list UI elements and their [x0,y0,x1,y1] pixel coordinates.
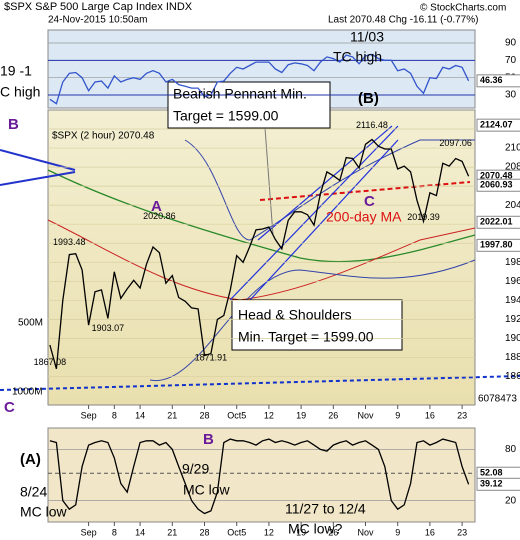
annotation: 6078473 [478,394,517,405]
x-tick-label: 8 [112,410,117,420]
trend-lines [0,81,520,391]
annotation: Min. Target = 1599.00 [238,329,374,345]
x-tick-label: 8 [112,527,117,537]
annotation: (B) [358,90,379,107]
x-tick-label: 9 [395,410,400,420]
x-tick-label: 14 [135,527,145,537]
x-tick-label: 16 [425,410,435,420]
y-tick-label: 1980 [505,257,520,268]
y-tick-label: 2100 [505,143,520,154]
value-tag-label: 2070.48 [480,171,513,181]
value-tag-label: 2124.07 [480,120,513,130]
annotation: 11/03 [350,29,384,45]
price-label: 1867.08 [34,357,67,367]
price-label: 1993.48 [53,237,86,247]
x-tick-label: 23 [457,527,467,537]
x-tick-label: 26 [328,410,338,420]
annotation: B [203,431,214,448]
y-tick-label: 20 [505,495,517,506]
price-panel [47,109,476,406]
x-tick-label: 12 [264,410,274,420]
annotation: 11/27 to 12/4 [285,501,366,517]
y-tick-label: 80 [505,444,517,455]
annotation: A [151,198,162,215]
y-tick-label: 1860 [505,371,520,382]
price-label: 2097.06 [439,138,472,148]
price-label: 1903.07 [92,323,125,333]
value-tag-label: 2022.01 [480,217,513,227]
value-tag [476,215,520,229]
y-tick-label: 90 [505,38,517,49]
x-tick-label: Oct5 [227,527,246,537]
x-tick-label: Sep [81,410,97,420]
series-line [49,53,470,105]
x-tick-label: 12 [264,527,274,537]
x-tick-label: 19 [296,410,306,420]
y-tick-label: 2040 [505,200,520,211]
value-tag-label: 46.36 [480,75,503,85]
annotation: 200-day MA [326,209,402,225]
annotation: C [364,193,375,210]
annotation: C high [0,84,40,100]
annotation: Head & Shoulders [238,307,352,323]
y-tick-label: 1940 [505,295,520,306]
x-tick-label: 14 [135,410,145,420]
price-label: 1871.91 [195,352,228,362]
x-tick-label: Sep [81,527,97,537]
header-symbol: $SPX S&P 500 Large Cap Index INDX [4,1,193,13]
annotation: C [4,399,15,416]
x-tick-label: 26 [328,527,338,537]
value-tag-label: 1997.80 [480,240,513,250]
y-tick-label: 1920 [505,314,520,325]
value-tag-label: 52.08 [480,468,503,478]
annotation: 19 -1 [0,63,32,79]
price-label: 2019.39 [407,212,440,222]
x-tick-label: 23 [457,410,467,420]
x-tick-label: Oct5 [227,410,246,420]
x-tick-label: 28 [199,410,209,420]
series-line [49,438,470,515]
value-tag [476,74,520,88]
annotation: Target = 1599.00 [173,108,279,124]
annotation: 8/24 [20,484,47,500]
annotation: $SPX (2 hour) 2070.48 [52,131,155,142]
x-tick-label: Nov [358,410,375,420]
annotation: MC low [183,482,231,498]
y-tick-label: 70 [505,55,517,66]
x-tick-label: 19 [296,527,306,537]
y-tick-label: 1960 [505,276,520,287]
annotation: 9/29 [182,461,209,477]
header-source: © StockCharts.com [420,3,506,14]
annotation: MC low? [288,521,343,537]
annotation: MC low [20,504,68,520]
annotation: B [8,116,19,133]
annotation: 1000M [12,387,43,398]
value-tag-label: 2060.93 [480,180,513,190]
annotation: TC high [333,49,382,65]
y-tick-label: 1900 [505,333,520,344]
x-tick-label: 28 [199,527,209,537]
y-tick-label: 30 [505,90,517,101]
header-date: 24-Nov-2015 10:50am [48,15,148,26]
y-tick-label: 1880 [505,352,520,363]
x-tick-label: 9 [395,527,400,537]
series-line [49,138,470,369]
annotation: Bearish Pennant Min. [173,86,307,102]
annotation: (A) [20,451,41,468]
x-tick-label: Nov [358,527,375,537]
value-tag-label: 39.12 [480,479,503,489]
value-tag [476,477,520,491]
value-tag [476,118,520,132]
x-tick-label: 16 [425,527,435,537]
header-last: Last 2070.48 Chg -16.11 (-0.77%) [328,15,478,26]
price-label: 2020.86 [143,211,176,221]
value-tag [476,178,520,192]
x-tick-label: 21 [167,410,177,420]
value-tag [476,238,520,252]
price-label: 2116.48 [356,120,388,130]
x-tick-label: 21 [167,527,177,537]
annotation: 500M [18,318,43,329]
